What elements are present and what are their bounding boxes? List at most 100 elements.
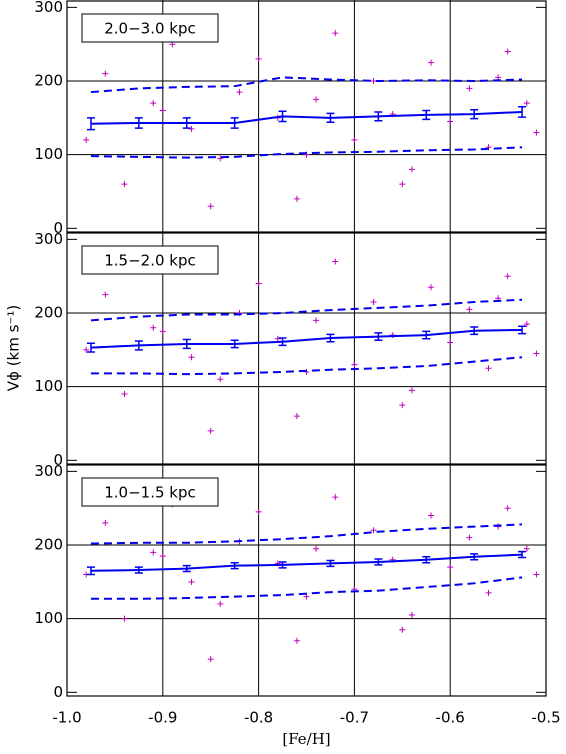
star-point — [159, 553, 166, 560]
error-bar — [134, 566, 143, 574]
star-point — [207, 656, 214, 663]
y-tick-label: 0 — [53, 451, 63, 469]
error-bar — [470, 553, 479, 561]
star-point — [523, 545, 530, 552]
star-point — [523, 100, 530, 107]
error-bar — [374, 558, 383, 566]
x-tick-label: -0.9 — [148, 709, 177, 727]
star-point — [255, 508, 262, 515]
star-point — [504, 505, 511, 512]
mean-line — [90, 110, 523, 125]
star-point — [428, 59, 435, 66]
star-point — [370, 527, 377, 534]
star-point — [399, 626, 406, 633]
star-point — [466, 534, 473, 541]
star-point — [83, 136, 90, 143]
error-bar — [182, 338, 191, 350]
star-point — [485, 589, 492, 596]
star-point — [447, 564, 454, 571]
star-point — [523, 321, 530, 328]
annotation-box — [81, 245, 219, 275]
star-point — [207, 427, 214, 434]
star-point — [428, 284, 435, 291]
star-point — [121, 181, 128, 188]
star-point — [408, 611, 415, 618]
error-bar — [422, 556, 431, 564]
x-tick-label: -0.6 — [436, 709, 465, 727]
y-tick-label: 200 — [34, 72, 63, 90]
y-tick-label: 200 — [34, 536, 63, 554]
y-axis-label: Vϕ (km s⁻¹) — [5, 305, 23, 391]
panel-annotation: 1.0−1.5 kpc — [104, 484, 196, 502]
star-point — [485, 365, 492, 372]
star-point — [351, 136, 358, 143]
star-point — [102, 519, 109, 526]
star-point — [533, 571, 540, 578]
x-tick-label: -0.5 — [531, 709, 560, 727]
star-point — [159, 328, 166, 335]
error-bar — [278, 337, 287, 347]
star-point — [399, 181, 406, 188]
star-point — [150, 549, 157, 556]
error-bar — [470, 326, 479, 336]
star-point — [102, 291, 109, 298]
annotation-box — [81, 13, 219, 43]
y-tick-label: 100 — [34, 145, 63, 163]
error-bar — [134, 340, 143, 351]
x-tick-label: -1.0 — [52, 709, 81, 727]
error-bar — [326, 559, 335, 568]
error-bar — [518, 325, 527, 335]
error-bar — [374, 332, 383, 342]
error-bar — [86, 117, 95, 131]
star-point — [83, 346, 90, 353]
star-point — [236, 89, 243, 96]
star-point — [370, 298, 377, 305]
x-tick-label: -0.8 — [244, 709, 273, 727]
y-tick-label: 300 — [34, 230, 63, 248]
star-point — [351, 361, 358, 368]
x-axis-label: [Fe/H] — [282, 730, 330, 748]
star-point — [332, 258, 339, 265]
error-bar — [422, 109, 431, 121]
error-bar — [518, 550, 527, 559]
star-point — [332, 30, 339, 37]
dispersion-line — [90, 76, 523, 94]
star-point — [428, 512, 435, 519]
star-point — [408, 166, 415, 173]
star-point — [255, 55, 262, 62]
error-bar — [518, 106, 527, 118]
error-bar — [182, 564, 191, 573]
error-bar — [86, 342, 95, 353]
y-tick-label: 0 — [53, 683, 63, 701]
panel-annotation: 2.0−3.0 kpc — [104, 20, 196, 38]
error-bar — [470, 108, 479, 120]
star-point — [207, 203, 214, 210]
star-point — [504, 273, 511, 280]
panel-frame — [66, 0, 547, 233]
error-bar — [182, 117, 191, 129]
star-point — [408, 387, 415, 394]
star-point — [217, 600, 224, 607]
mean-line — [90, 553, 523, 572]
star-point — [217, 155, 224, 162]
y-tick-label: 300 — [34, 0, 63, 16]
y-tick-label: 100 — [34, 609, 63, 627]
y-tick-label: 100 — [34, 377, 63, 395]
star-point — [313, 96, 320, 103]
error-bar — [86, 566, 95, 576]
star-point — [466, 85, 473, 92]
error-bar — [230, 561, 239, 570]
y-tick-label: 200 — [34, 304, 63, 322]
star-point — [102, 70, 109, 77]
star-point — [121, 615, 128, 622]
star-point — [370, 78, 377, 85]
dispersion-line — [90, 356, 523, 376]
star-point — [332, 494, 339, 501]
error-bar — [278, 110, 287, 123]
star-point — [150, 324, 157, 331]
error-bar — [326, 333, 335, 343]
panel-frame — [66, 464, 547, 697]
mean-line — [90, 328, 523, 349]
panel-frame — [66, 232, 547, 465]
